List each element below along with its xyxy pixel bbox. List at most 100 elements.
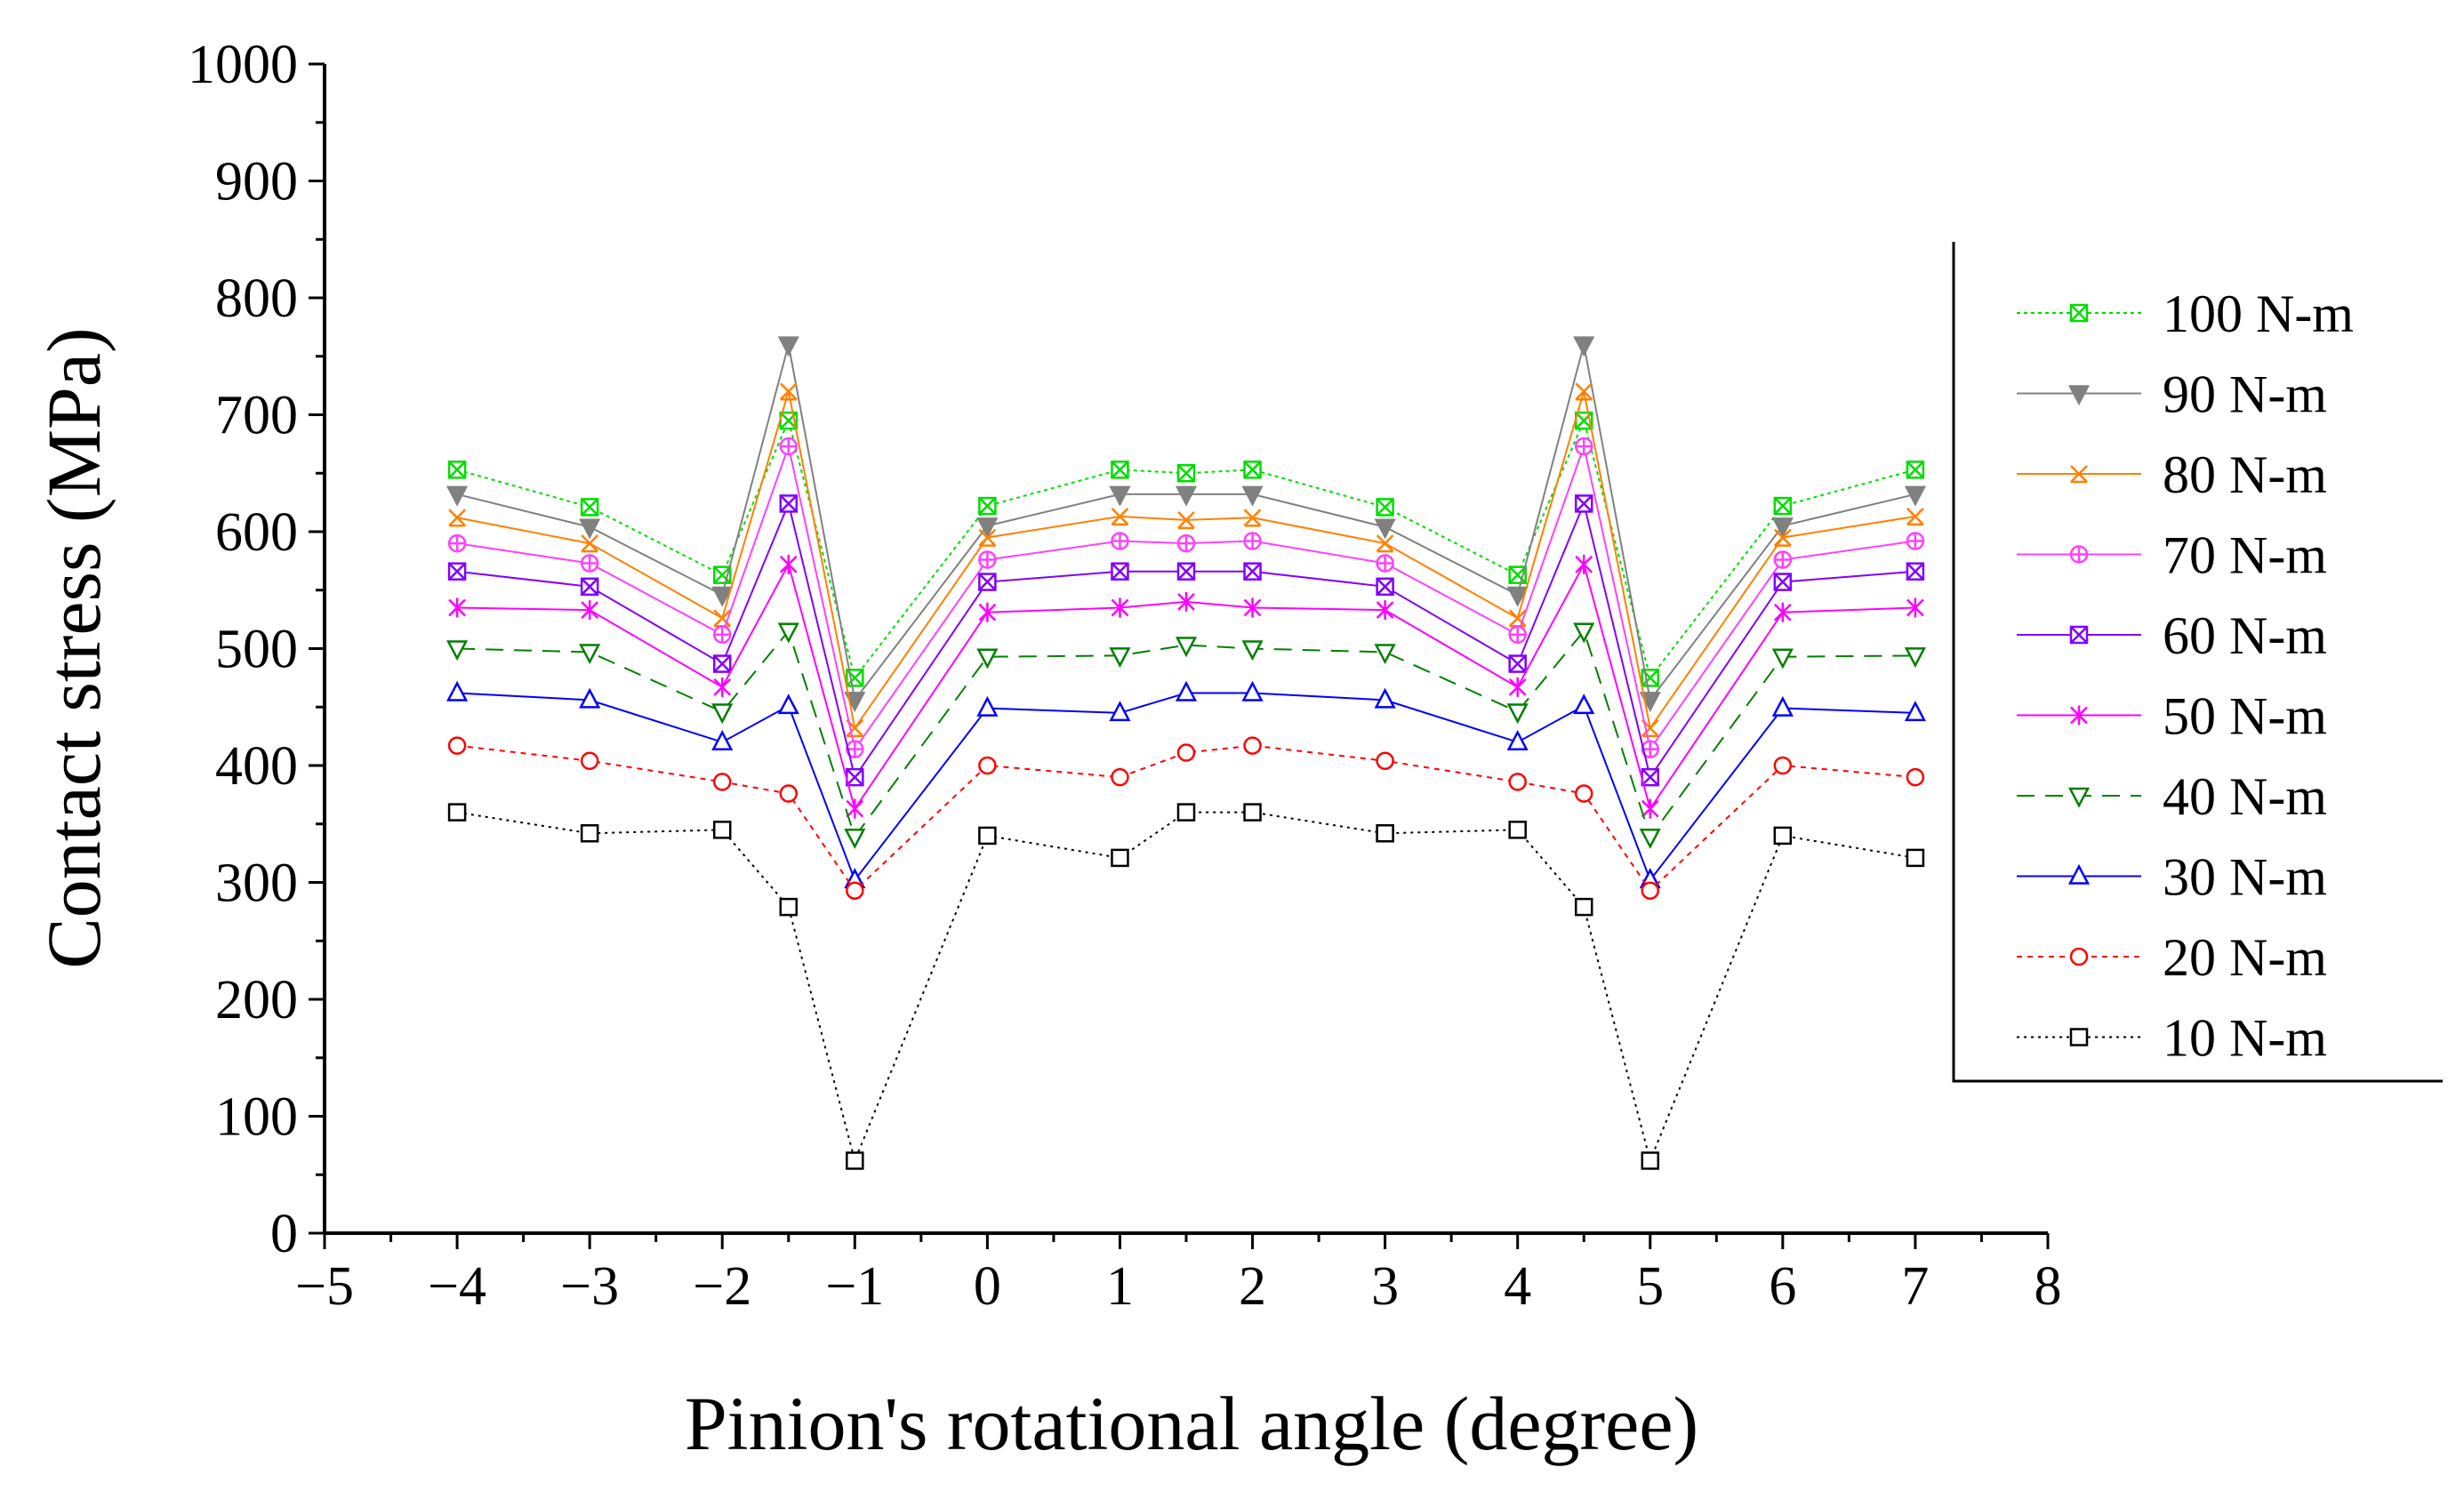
data-point [1111,562,1129,581]
data-point [447,562,467,581]
legend-label: 80 N-m [2163,445,2327,504]
legend-item: 20 N-m [2017,928,2327,987]
data-point [1243,562,1262,581]
series-layer [446,336,1926,1170]
legend-marker [2067,787,2091,808]
data-point [1506,703,1529,725]
data-point [1574,437,1593,456]
data-point [579,644,601,665]
legend-label: 10 N-m [2163,1009,2327,1068]
data-point [779,382,798,401]
legend-border [1952,242,2443,1083]
data-point [1376,498,1394,517]
legend-item: 100 N-m [2017,285,2354,343]
x-axis-title: Pinion's rotational angle (degree) [685,1381,1698,1466]
legend-item: 40 N-m [2017,767,2327,826]
data-point [1111,532,1129,550]
data-point [1641,767,1660,787]
data-point [1243,597,1262,618]
legend: 100 N-m 90 N-m 80 N-m 70 N-m 60 N-m 50 N-m 40 … [1952,242,2443,1083]
data-point [846,767,864,787]
x-tick-label: −1 [825,1256,884,1317]
data-point [777,693,799,715]
data-point [978,826,997,846]
legend-label: 40 N-m [2163,767,2327,826]
legend-item: 30 N-m [2017,848,2327,907]
legend-marker [2070,705,2088,725]
data-point [1176,562,1196,581]
data-point [1111,597,1129,618]
legend-marker [2067,385,2091,406]
series-50-n-m [448,554,1924,819]
y-tick-label: 300 [215,854,298,914]
data-point [1773,573,1793,591]
data-point [1906,532,1925,550]
data-point [1111,848,1129,868]
x-tick-label: 5 [1636,1256,1664,1317]
data-point [1243,461,1262,479]
data-point [448,597,466,618]
data-point [1641,798,1659,819]
data-point [779,554,798,574]
data-point [1904,647,1926,669]
data-point [1773,756,1793,775]
data-point [779,784,799,803]
series-line [457,692,1915,882]
data-point [1177,591,1195,612]
legend-items: 100 N-m 90 N-m 80 N-m 70 N-m 60 N-m 50 N-m 40 … [2017,285,2354,1068]
data-point [579,518,601,540]
data-point [1376,534,1394,553]
data-point [1639,828,1661,849]
x-tick-label: 4 [1504,1256,1531,1317]
data-point [1573,336,1595,357]
x-tick-label: 3 [1371,1256,1399,1317]
x-tick-label: 2 [1239,1256,1266,1317]
data-point [1243,803,1262,822]
data-point [1508,625,1527,644]
data-point [1176,803,1196,822]
data-point [711,586,734,607]
y-tick-label: 0 [270,1204,298,1264]
x-tick-label: −5 [295,1256,354,1317]
data-point [712,625,732,644]
data-point [1109,647,1131,669]
data-point [1243,736,1262,755]
y-tick-label: 400 [215,736,298,797]
data-point [978,573,997,591]
data-point [1243,532,1262,550]
data-point [978,528,997,547]
x-tick-label: 1 [1106,1256,1134,1317]
data-point [1506,730,1529,750]
data-point [1906,767,1925,787]
data-point [846,740,864,758]
x-axis-ticks: −5 −4 −3 −2 −1 0 1 2 3 4 5 6 7 8 [295,1233,2062,1317]
data-point [1906,508,1924,526]
data-point [581,534,599,553]
y-axis-ticks: 0 100 200 300 400 500 600 700 800 900 1000 [188,35,325,1264]
data-point [1906,597,1924,618]
data-point [1109,485,1131,507]
y-tick-label: 500 [215,620,298,680]
data-point [779,494,799,513]
series-40-n-m [446,622,1926,849]
series-line [456,390,1916,731]
data-point [447,736,467,755]
data-point [712,821,732,839]
data-point [713,677,732,697]
data-point [1177,510,1195,530]
series-10-n-m [447,803,1925,1170]
data-point [1906,461,1925,479]
y-tick-label: 1000 [188,35,298,95]
data-point [1904,701,1926,722]
data-point [448,509,466,527]
x-tick-label: 7 [1901,1256,1929,1317]
data-point [1111,767,1129,787]
data-point [580,824,599,843]
data-point [1575,554,1593,574]
series-80-n-m [448,382,1924,738]
series-60-n-m [447,494,1925,787]
data-point [1111,508,1129,526]
data-point [976,695,999,717]
x-tick-label: 8 [2035,1256,2062,1317]
data-point [1175,485,1198,507]
